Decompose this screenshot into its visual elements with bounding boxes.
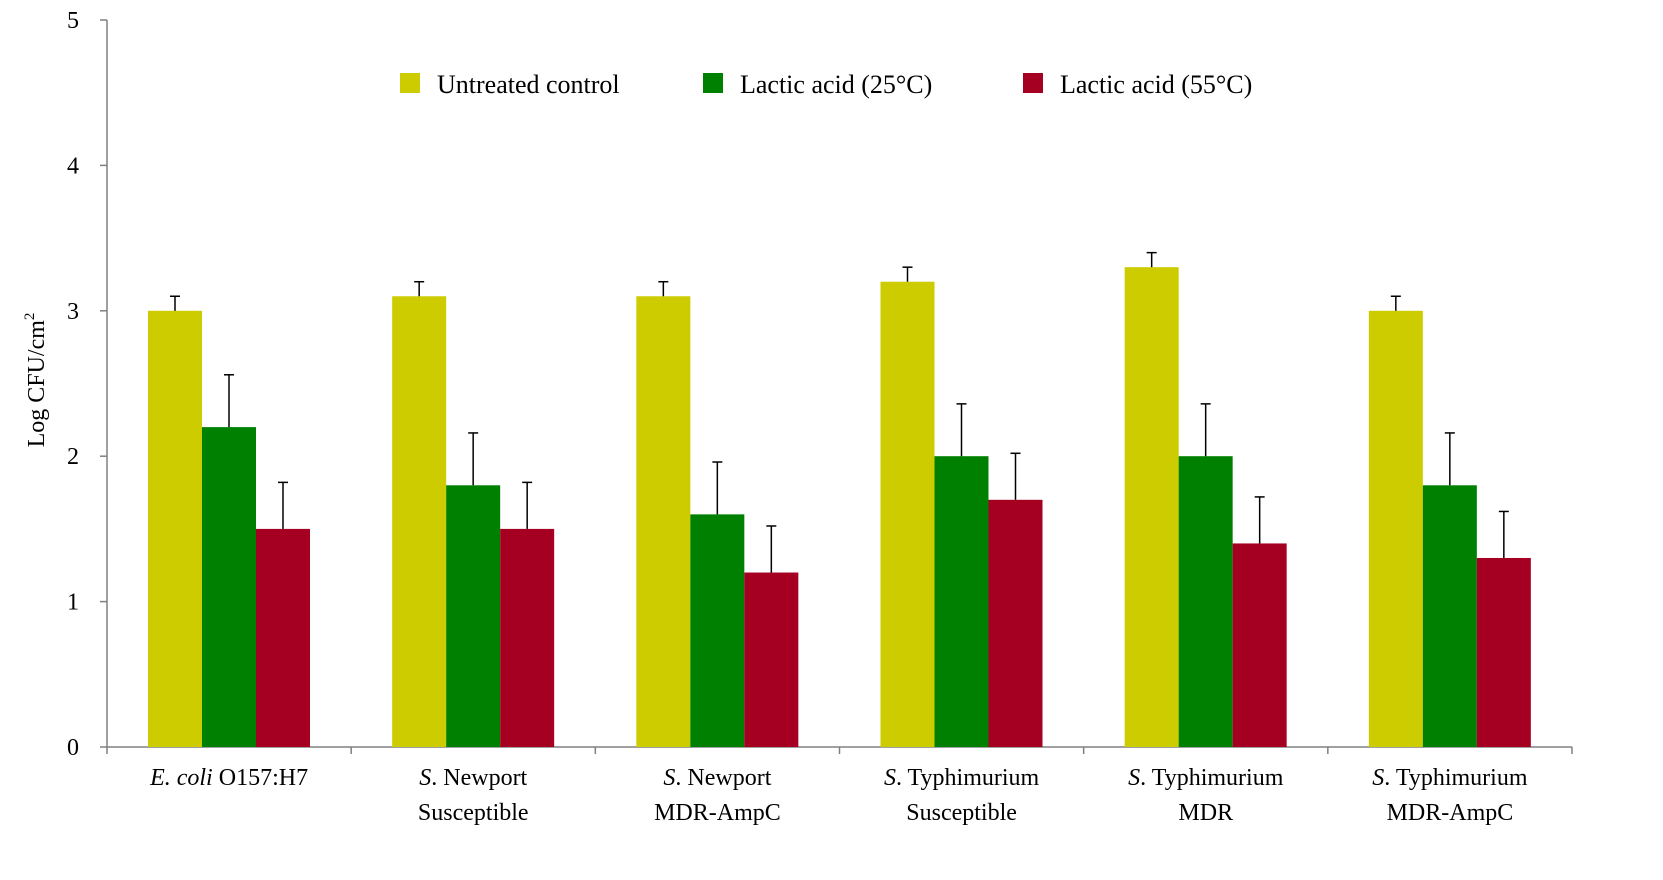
- x-category-label-line2: Susceptible: [906, 800, 1017, 826]
- bar-series-2-cat-6: [1422, 485, 1477, 747]
- y-tick-label: 5: [67, 8, 79, 34]
- bar-series-2-cat-1: [202, 427, 256, 747]
- y-tick-label: 1: [67, 590, 79, 616]
- x-category-label: S. Typhimurium: [884, 765, 1040, 791]
- bar-series-1-cat-5: [1124, 267, 1179, 747]
- error-bar: [1010, 452, 1021, 500]
- x-category-label: E. coli O157:H7: [149, 765, 308, 791]
- error-bar: [1444, 432, 1455, 486]
- bar-series-2-cat-2: [446, 485, 501, 747]
- y-tick-label: 4: [67, 153, 79, 179]
- y-tick-labels: 0 1 2 3 4 5: [67, 8, 79, 761]
- bar-series-3-cat-2: [500, 528, 555, 747]
- x-category-label-line2: MDR: [1178, 800, 1233, 826]
- error-bars: [170, 251, 1509, 573]
- y-tick-label: 3: [67, 299, 79, 325]
- x-category-label: S. Newport: [663, 765, 771, 791]
- bar-series-3-cat-6: [1476, 557, 1531, 747]
- error-bar: [522, 481, 533, 529]
- error-bar: [1390, 295, 1401, 311]
- error-bar: [170, 295, 180, 311]
- error-bar: [1200, 403, 1211, 457]
- bar-series-1-cat-6: [1368, 310, 1423, 747]
- error-bar: [658, 280, 669, 297]
- x-category-label-line2: MDR-AmpC: [1387, 800, 1514, 826]
- y-axis-title: Log CFU/cm2: [22, 313, 50, 448]
- bar-series-1-cat-1: [148, 310, 202, 747]
- legend-label: Untreated control: [437, 70, 620, 99]
- x-category-label: S. Newport: [419, 765, 527, 791]
- legend-swatch: [703, 73, 723, 93]
- error-bar: [414, 280, 425, 297]
- x-category-labels: E. coli O157:H7 S. Newport Susceptible S. N…: [149, 765, 1528, 826]
- bar-series-2-cat-5: [1178, 456, 1233, 747]
- bars: [148, 267, 1531, 747]
- error-bar: [956, 403, 967, 457]
- y-tick-label: 0: [67, 735, 79, 761]
- bar-series-2-cat-4: [934, 456, 989, 747]
- error-bar: [1498, 510, 1509, 558]
- error-bar: [902, 266, 913, 282]
- error-bar: [224, 374, 234, 428]
- bar-series-3-cat-1: [256, 528, 310, 747]
- bar-series-2-cat-3: [690, 514, 745, 747]
- bar-series-3-cat-5: [1232, 543, 1287, 747]
- legend-label: Lactic acid (25°C): [740, 70, 932, 99]
- error-bar: [766, 525, 777, 573]
- legend-swatch: [400, 73, 420, 93]
- bar-series-1-cat-3: [636, 296, 691, 747]
- legend-swatch: [1023, 73, 1043, 93]
- bar-series-3-cat-3: [744, 572, 799, 747]
- x-category-label-line2: Susceptible: [418, 800, 529, 826]
- legend: Untreated control Lactic acid (25°C) Lacti…: [400, 70, 1252, 99]
- bar-series-1-cat-4: [880, 281, 935, 747]
- legend-label: Lactic acid (55°C): [1060, 70, 1252, 99]
- error-bar: [712, 461, 723, 515]
- x-category-label: S. Typhimurium: [1128, 765, 1284, 791]
- x-category-label: S. Typhimurium: [1372, 765, 1528, 791]
- bar-series-3-cat-4: [988, 499, 1043, 747]
- y-tick-label: 2: [67, 444, 79, 470]
- bar-series-1-cat-2: [392, 296, 447, 747]
- error-bar: [1146, 251, 1157, 268]
- error-bar: [468, 432, 479, 486]
- x-category-label-line2: MDR-AmpC: [654, 800, 781, 826]
- axes: [100, 19, 1573, 754]
- error-bar: [1254, 496, 1265, 544]
- error-bar: [278, 481, 288, 529]
